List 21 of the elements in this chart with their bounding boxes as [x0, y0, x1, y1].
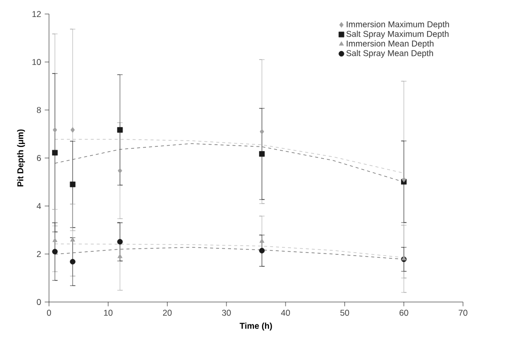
legend-label: Immersion Maximum Depth: [346, 21, 449, 29]
y-tick-label: 2: [36, 251, 41, 257]
x-tick-label: 60: [400, 310, 408, 316]
y-tick-label: 12: [32, 11, 41, 17]
x-tick-label: 70: [458, 310, 468, 316]
y-tick-label: 6: [36, 155, 41, 161]
x-tick-label: 40: [281, 310, 290, 316]
y-axis-title: Pit Depth (μm): [17, 130, 25, 186]
legend-label: Salt Spray Mean Depth: [346, 50, 433, 58]
legend-label: Immersion Mean Depth: [346, 40, 434, 48]
y-tick-label: 8: [36, 107, 41, 113]
legend-label: Salt Spray Maximum Depth: [346, 30, 449, 39]
x-tick-label: 10: [104, 310, 113, 316]
x-tick-label: 30: [222, 310, 231, 316]
y-tick-label: 10: [32, 59, 41, 65]
x-tick-label: 0: [46, 310, 52, 316]
y-tick-label: 4: [36, 203, 41, 209]
x-tick-label: 20: [163, 310, 172, 316]
y-tick-label: 0: [36, 299, 41, 305]
x-tick-label: 50: [340, 310, 350, 316]
x-axis-title: Time (h): [240, 322, 272, 330]
